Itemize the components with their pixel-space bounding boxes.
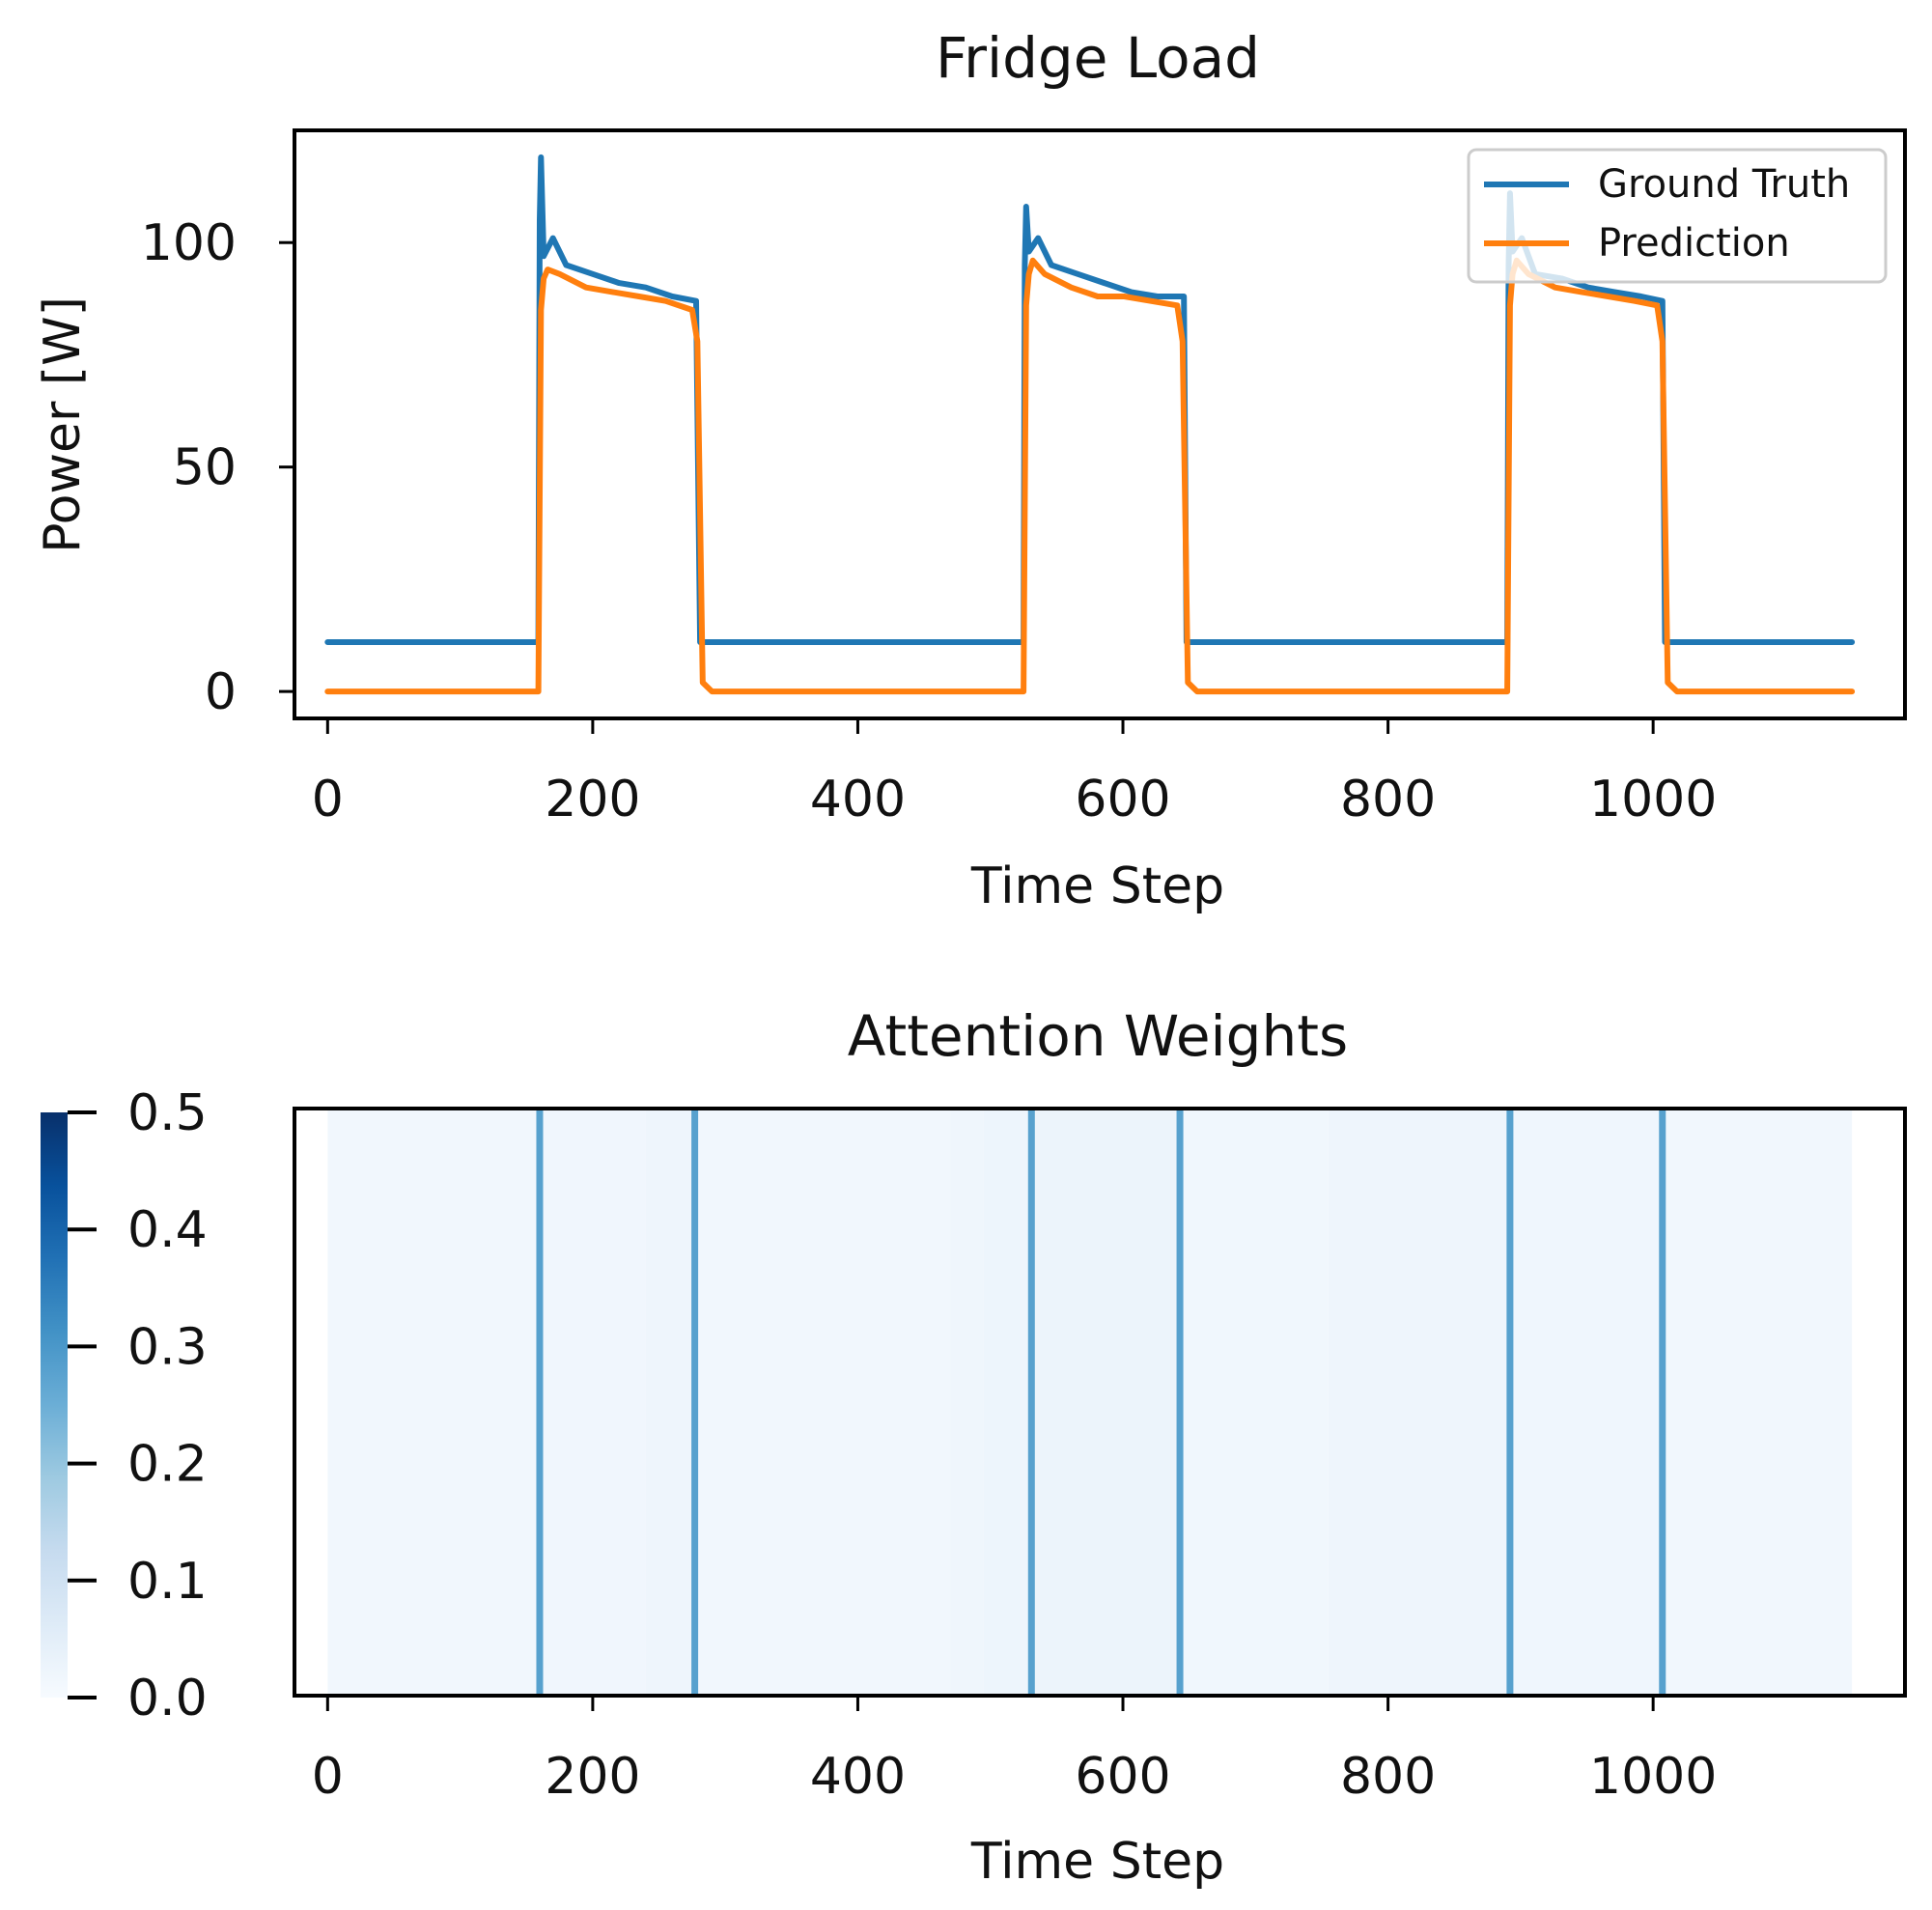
legend-frame	[1467, 148, 1888, 284]
colorbar-tick-label: 0.0	[127, 1670, 208, 1727]
fridge-x-ticks: 0 200 400 600 800 1000	[312, 718, 1717, 829]
colorbar-gradient	[41, 1112, 68, 1698]
x-tick-label: 800	[1340, 771, 1436, 829]
attention-colorbar: 0.0 0.1 0.2 0.3 0.4 0.5	[41, 1084, 208, 1727]
y-tick-label: 50	[173, 439, 237, 497]
x-tick-label: 400	[810, 771, 906, 829]
attention-background-layer	[327, 1109, 1853, 1696]
x-tick-label: 200	[545, 1748, 640, 1806]
attention-x-axis-label: Time Step	[970, 1833, 1224, 1891]
attention-cell	[983, 1109, 1030, 1696]
x-tick-label: 400	[810, 1748, 906, 1806]
attention-peak	[1506, 1109, 1514, 1696]
attention-peak	[536, 1109, 544, 1696]
x-tick-label: 200	[545, 771, 640, 829]
x-tick-label: 800	[1340, 1748, 1436, 1806]
x-tick-label: 1000	[1589, 1748, 1717, 1806]
colorbar-tick-label: 0.2	[127, 1436, 208, 1494]
fridge-chart-title: Fridge Load	[936, 25, 1260, 91]
legend-label-prediction: Prediction	[1598, 221, 1790, 266]
attention-cell	[645, 1109, 699, 1696]
attention-cell	[698, 1109, 951, 1696]
colorbar-tick-label: 0.4	[127, 1201, 208, 1259]
attention-peak	[691, 1109, 699, 1696]
fridge-load-chart: Fridge Load 0 200 400 600 800 1000 0 50 100 Tim…	[34, 25, 1907, 915]
x-tick-label: 0	[312, 771, 344, 829]
attention-cell	[539, 1109, 646, 1696]
fridge-y-axis-label: Power [W]	[34, 296, 92, 553]
x-tick-label: 600	[1075, 771, 1170, 829]
x-tick-label: 1000	[1589, 771, 1717, 829]
series-line-prediction	[324, 257, 1856, 695]
attention-peak	[1027, 1109, 1035, 1696]
fridge-legend: Ground Truth Prediction	[1467, 148, 1888, 284]
attention-plot-frame	[293, 1107, 1907, 1698]
attention-cell	[950, 1109, 984, 1696]
attention-cell	[1666, 1109, 1853, 1696]
colorbar-ticks: 0.0 0.1 0.2 0.3 0.4 0.5	[68, 1084, 208, 1727]
fridge-y-ticks: 0 50 100	[141, 214, 294, 721]
x-tick-label: 0	[312, 1748, 344, 1806]
fridge-plot-frame	[293, 128, 1907, 720]
attention-cell	[1511, 1109, 1666, 1696]
attention-cell	[1180, 1109, 1329, 1696]
colorbar-tick-label: 0.5	[127, 1084, 208, 1142]
y-tick-label: 0	[205, 663, 237, 721]
legend-label-ground-truth: Ground Truth	[1598, 162, 1850, 207]
attention-peak	[1176, 1109, 1184, 1696]
colorbar-tick-label: 0.3	[127, 1318, 208, 1376]
attention-cell	[1328, 1109, 1512, 1696]
attention-cell	[1029, 1109, 1181, 1696]
x-tick-label: 600	[1075, 1748, 1170, 1806]
attention-x-ticks: 0 200 400 600 800 1000	[312, 1696, 1717, 1806]
attention-chart-title: Attention Weights	[848, 1003, 1348, 1069]
attention-peaks-layer	[536, 1109, 1666, 1696]
y-tick-label: 100	[141, 214, 237, 272]
attention-weights-chart: Attention Weights 0 200 400 600 800 1000 Time…	[41, 1003, 1907, 1891]
attention-peak	[1659, 1109, 1666, 1696]
colorbar-tick-label: 0.1	[127, 1553, 208, 1611]
fridge-x-axis-label: Time Step	[970, 857, 1224, 915]
attention-cell	[327, 1109, 540, 1696]
